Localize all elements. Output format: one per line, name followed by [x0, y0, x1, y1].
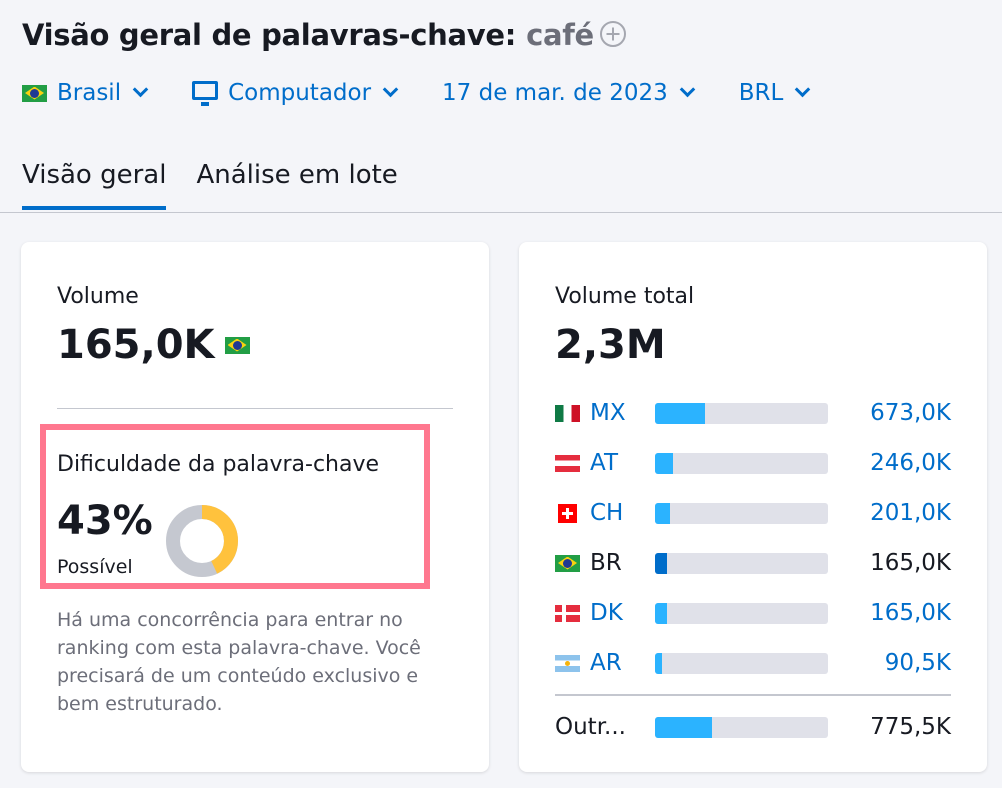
country-row-other: Outr... 775,5K [555, 714, 951, 740]
chevron-down-icon [382, 81, 399, 98]
flag-ar-icon [555, 654, 580, 672]
database-selector[interactable]: Brasil [22, 80, 149, 106]
volume-bar [655, 453, 828, 474]
volume-bar-fill [655, 717, 713, 738]
flag-at-icon [555, 454, 580, 472]
chevron-down-icon [679, 81, 696, 98]
divider [0, 212, 1002, 213]
difficulty-highlight: Dificuldade da palavra-chave 43% Possíve… [40, 424, 430, 589]
country-row-br: BR 165,0K [555, 548, 951, 578]
total-volume-label: Volume total [555, 284, 695, 309]
filters: Brasil Computador 17 de mar. de 2023 BRL [22, 80, 854, 106]
device-selector[interactable]: Computador [192, 80, 399, 106]
country-row-dk: DK 165,0K [555, 598, 951, 628]
total-volume-card: Volume total 2,3M MX 673,0K AT 246,0K CH 201,… [519, 242, 987, 772]
difficulty-description: Há uma concorrência para entrar no ranki… [57, 609, 421, 715]
chevron-down-icon [795, 81, 811, 98]
date-selector[interactable]: 17 de mar. de 2023 [442, 80, 696, 106]
volume-bar-fill [655, 603, 668, 624]
chevron-down-icon [132, 81, 149, 98]
tab-bulk-analysis[interactable]: Análise em lote [196, 160, 398, 190]
volume-value: 165,0K [57, 322, 215, 368]
currency-selector[interactable]: BRL [739, 80, 811, 106]
difficulty-level: Possível [57, 556, 133, 578]
page-title: Visão geral de palavras-chave: café [22, 18, 626, 52]
volume-bar [655, 603, 828, 624]
flag-brazil-icon [224, 336, 250, 354]
keyword: café [526, 18, 594, 52]
volume-bar [655, 717, 828, 738]
difficulty-value: 43% [57, 498, 153, 544]
volume-bar-fill [655, 553, 668, 574]
flag-dk-icon [555, 604, 580, 622]
country-row-ar: AR 90,5K [555, 648, 951, 678]
tabs: Visão geral Análise em lote [22, 160, 428, 210]
volume-bar-fill [655, 403, 706, 424]
tab-overview[interactable]: Visão geral [22, 160, 167, 210]
flag-brazil-icon [22, 84, 47, 102]
donut-fill [166, 505, 238, 577]
difficulty-label: Dificuldade da palavra-chave [57, 452, 380, 477]
monitor-icon [192, 80, 219, 106]
flag-ch-icon [558, 503, 577, 523]
volume-bar-fill [655, 503, 670, 524]
volume-label: Volume [57, 284, 139, 309]
country-row-mx: MX 673,0K [555, 398, 951, 428]
country-row-ch: CH 201,0K [555, 498, 951, 528]
volume-bar [655, 553, 828, 574]
divider [555, 694, 951, 696]
volume-bar-fill [655, 653, 662, 674]
flag-mx-icon [555, 404, 580, 422]
volume-bar [655, 403, 828, 424]
volume-bar [655, 503, 828, 524]
difficulty-donut [166, 505, 238, 577]
add-keyword-icon[interactable] [599, 21, 626, 47]
divider [57, 408, 453, 409]
total-volume-value: 2,3M [555, 322, 666, 368]
volume-bar-fill [655, 453, 674, 474]
flag-br-icon [555, 554, 580, 572]
volume-card: Volume 165,0K Dificuldade da palavra-cha… [21, 242, 489, 772]
volume-bar [655, 653, 828, 674]
country-row-at: AT 246,0K [555, 448, 951, 478]
